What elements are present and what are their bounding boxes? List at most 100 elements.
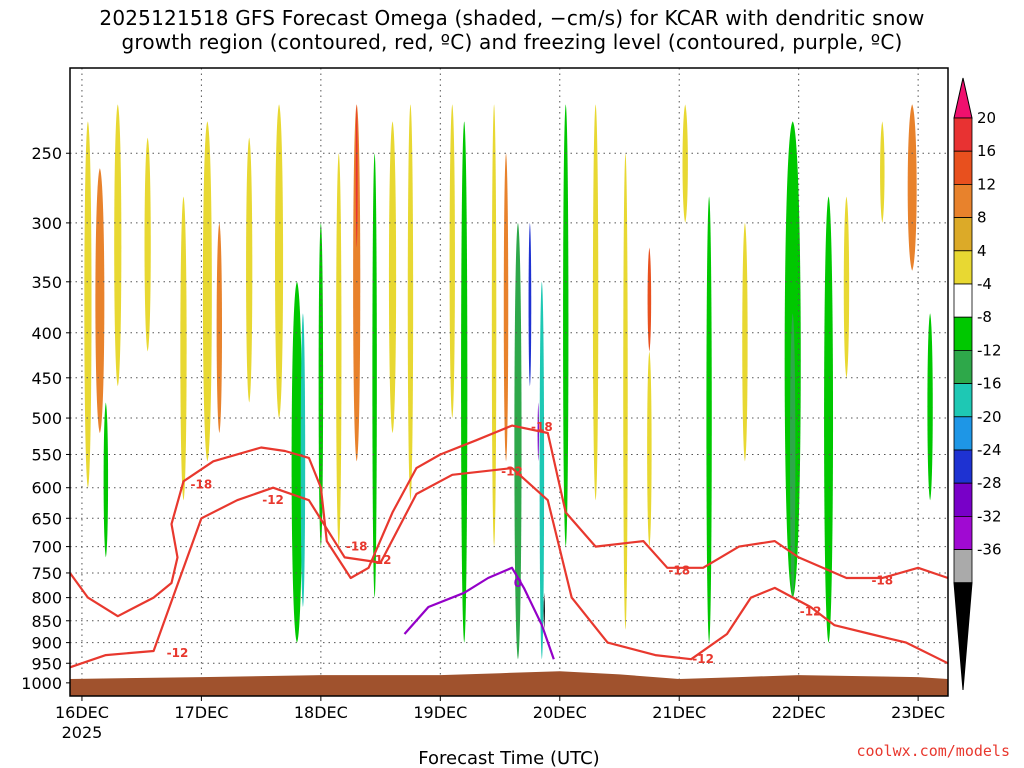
credit-link[interactable]: coolwx.com/models xyxy=(856,742,1010,760)
colorbar-label--20: -20 xyxy=(977,408,1002,426)
temperature-contours: -18-18-12-18-12-18-18-12-12-12-120 xyxy=(70,420,948,669)
omega-feature-5 xyxy=(180,196,187,501)
omega-feature-32 xyxy=(647,351,652,547)
omega-feature-23 xyxy=(514,222,522,660)
omega-feature-8 xyxy=(246,137,253,403)
x-tick-label-16DEC: 16DEC xyxy=(55,703,109,722)
contour-label-4: -12 xyxy=(501,464,523,478)
omega-shading xyxy=(84,104,933,660)
colorbar-swatch-8 xyxy=(953,349,973,384)
chart-title: 2025121518 GFS Forecast Omega (shaded, −… xyxy=(0,6,1024,54)
colorbar-label--28: -28 xyxy=(977,474,1002,492)
y-tick-label-650: 650 xyxy=(31,509,62,528)
contour-label-2: -12 xyxy=(370,553,392,567)
plot-frame xyxy=(69,67,949,697)
y-tick-label-500: 500 xyxy=(31,409,62,428)
y-tick-label-300: 300 xyxy=(31,214,62,233)
y-tick-label-950: 950 xyxy=(31,654,62,673)
colorbar-swatch-13 xyxy=(953,516,973,551)
colorbar-swatch-9 xyxy=(953,383,973,418)
omega-feature-11 xyxy=(300,313,306,608)
omega-feature-15 xyxy=(355,104,358,248)
omega-feature-12 xyxy=(318,222,324,547)
omega-feature-20 xyxy=(461,121,468,643)
omega-feature-16 xyxy=(372,153,377,598)
colorbar-label--4: -4 xyxy=(977,275,992,293)
omega-feature-31 xyxy=(647,247,652,352)
contour-label-6: -18 xyxy=(871,574,893,588)
omega-feature-9 xyxy=(275,104,284,419)
colorbar-label--16: -16 xyxy=(977,375,1002,393)
y-tick-label-250: 250 xyxy=(31,144,62,163)
omega-feature-18 xyxy=(407,104,414,501)
omega-feature-33 xyxy=(682,104,688,223)
colorbar: 20 16 12 8 4 -4 -8 -12 -16 -20 -24 -28 -32 -36 xyxy=(953,77,1002,691)
omega-feature-6 xyxy=(202,121,212,462)
colorbar-swatch-10 xyxy=(953,416,973,451)
y-axis: 250 300 350 400 450 500 550 600 650 700 750 800 850 9… xyxy=(21,144,70,693)
omega-feature-39 xyxy=(843,196,850,378)
contour-label-11: 0 xyxy=(514,576,522,590)
terrain-surface xyxy=(70,671,948,696)
colorbar-swatch-2 xyxy=(953,150,973,185)
omega-feature-30 xyxy=(623,153,628,630)
x-tick-label-18DEC: 18DEC xyxy=(294,703,348,722)
contour-label-8: -12 xyxy=(167,646,189,660)
colorbar-swatch-14 xyxy=(953,549,973,584)
omega-feature-19 xyxy=(449,104,455,419)
contour-label-5: -18 xyxy=(668,563,690,577)
omega-feature-41 xyxy=(907,104,917,271)
omega-feature-37 xyxy=(790,313,796,598)
plot-background xyxy=(70,68,948,696)
colorbar-label-16: 16 xyxy=(977,142,996,160)
omega-feature-14 xyxy=(353,104,361,462)
terrain xyxy=(70,671,948,696)
colorbar-bottom-arrow xyxy=(953,582,973,691)
omega-feature-13 xyxy=(336,153,342,547)
omega-feature-35 xyxy=(742,222,748,462)
colorbar-label--36: -36 xyxy=(977,541,1002,559)
contour-label-7: -12 xyxy=(800,605,822,619)
omega-feature-22 xyxy=(503,153,509,462)
chart-title-line-1: 2025121518 GFS Forecast Omega (shaded, −… xyxy=(99,6,925,30)
y-tick-label-600: 600 xyxy=(31,479,62,498)
omega-feature-40 xyxy=(880,121,885,223)
colorbar-swatch-11 xyxy=(953,449,973,484)
chart-title-line-2: growth region (contoured, red, ºC) and f… xyxy=(121,30,903,54)
colorbar-label-12: 12 xyxy=(977,175,996,193)
colorbar-top-arrow xyxy=(953,77,973,119)
omega-feature-38 xyxy=(824,196,834,643)
x-tick-label-19DEC: 19DEC xyxy=(413,703,467,722)
colorbar-swatch-5 xyxy=(953,250,973,285)
colorbar-swatch-12 xyxy=(953,482,973,517)
y-tick-label-750: 750 xyxy=(31,564,62,583)
x-tick-label-20DEC: 20DEC xyxy=(533,703,587,722)
omega-feature-1 xyxy=(95,168,105,434)
y-tick-label-900: 900 xyxy=(31,634,62,653)
omega-feature-3 xyxy=(103,402,109,558)
colorbar-swatch-3 xyxy=(953,183,973,218)
omega-feature-25 xyxy=(539,281,545,660)
colorbar-swatch-1 xyxy=(953,117,973,152)
colorbar-label--32: -32 xyxy=(977,507,1002,525)
contour-dgz-minus18 xyxy=(70,424,948,618)
x-tick-label-23DEC: 23DEC xyxy=(891,703,945,722)
omega-feature-4 xyxy=(144,137,151,352)
omega-feature-28 xyxy=(563,104,569,547)
omega-feature-2 xyxy=(114,104,122,387)
y-tick-label-550: 550 xyxy=(31,445,62,464)
grid-lines xyxy=(70,68,948,696)
x-axis-label: Forecast Time (UTC) xyxy=(418,748,599,768)
omega-feature-42 xyxy=(927,313,933,501)
contour-label-0: -18 xyxy=(191,478,213,492)
x-tick-label-22DEC: 22DEC xyxy=(772,703,826,722)
omega-feature-0 xyxy=(84,121,92,488)
y-tick-label-350: 350 xyxy=(31,273,62,292)
x-tick-label-17DEC: 17DEC xyxy=(174,703,228,722)
omega-feature-17 xyxy=(388,121,397,434)
contour-dgz-minus12 xyxy=(70,467,948,669)
colorbar-label-8: 8 xyxy=(977,209,987,227)
contour-label-10: -12 xyxy=(692,652,714,666)
